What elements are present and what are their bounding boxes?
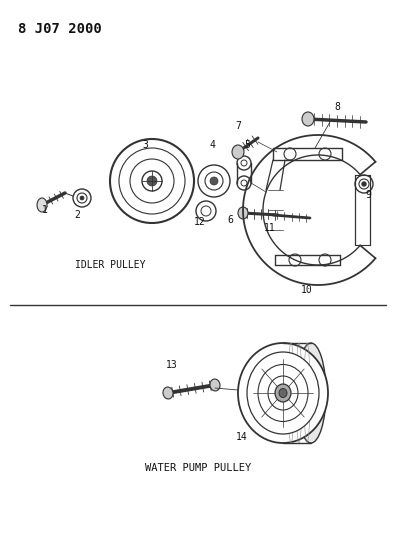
Text: 12: 12 — [194, 217, 206, 227]
Text: 4: 4 — [209, 140, 215, 150]
Text: 5: 5 — [244, 140, 250, 150]
Text: 3: 3 — [142, 140, 148, 150]
Ellipse shape — [296, 343, 326, 443]
Text: 8 J07 2000: 8 J07 2000 — [18, 22, 102, 36]
Text: 2: 2 — [74, 210, 80, 220]
Text: 10: 10 — [301, 285, 313, 295]
Circle shape — [362, 182, 366, 186]
Text: 6: 6 — [227, 215, 233, 225]
Ellipse shape — [275, 384, 291, 402]
Text: 8: 8 — [334, 102, 340, 112]
Ellipse shape — [238, 207, 248, 219]
Text: IDLER PULLEY: IDLER PULLEY — [75, 260, 145, 270]
Circle shape — [210, 177, 218, 185]
Text: WATER PUMP PULLEY: WATER PUMP PULLEY — [145, 463, 251, 473]
Text: 11: 11 — [264, 223, 276, 233]
Text: 14: 14 — [236, 432, 248, 442]
Ellipse shape — [247, 352, 319, 434]
Ellipse shape — [232, 145, 244, 159]
Ellipse shape — [163, 387, 173, 399]
Ellipse shape — [279, 389, 287, 398]
Text: 1: 1 — [42, 205, 48, 215]
Ellipse shape — [210, 379, 220, 391]
Text: 9: 9 — [365, 190, 371, 200]
Circle shape — [80, 196, 84, 200]
Ellipse shape — [302, 112, 314, 126]
Ellipse shape — [258, 365, 308, 422]
Text: 7: 7 — [235, 121, 241, 131]
Circle shape — [147, 176, 157, 186]
Ellipse shape — [37, 198, 47, 212]
Ellipse shape — [268, 376, 298, 410]
Text: 13: 13 — [166, 360, 178, 370]
Ellipse shape — [238, 343, 328, 443]
